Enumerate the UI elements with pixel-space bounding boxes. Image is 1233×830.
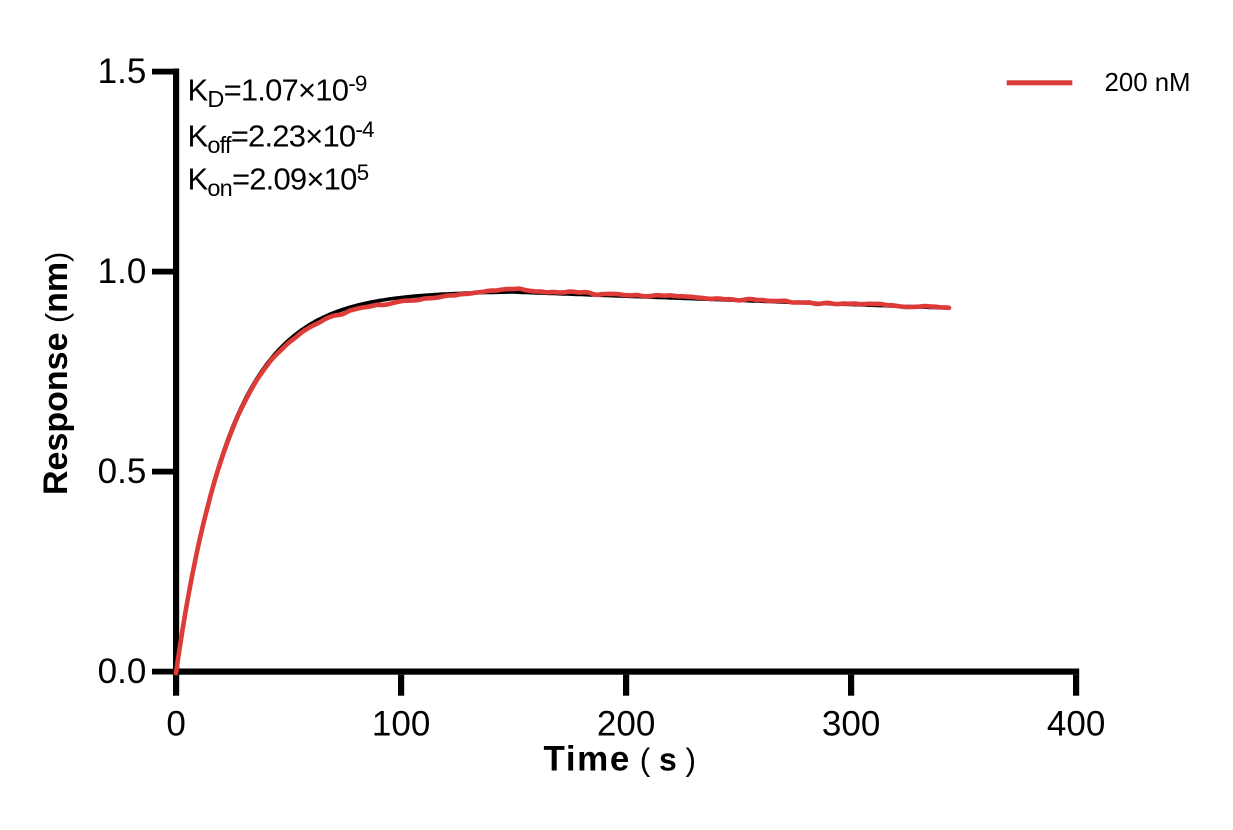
- svg-text:Response (nm): Response (nm): [37, 252, 75, 495]
- svg-text:Time ( s ): Time ( s ): [544, 740, 697, 779]
- svg-text:Koff=2.23×10-4: Koff=2.23×10-4: [188, 117, 375, 158]
- svg-text:KD=1.07×10-9: KD=1.07×10-9: [188, 71, 367, 112]
- svg-text:200 nM: 200 nM: [1105, 69, 1191, 97]
- svg-text:0.5: 0.5: [98, 452, 147, 491]
- svg-text:1.0: 1.0: [98, 252, 147, 291]
- svg-text:200: 200: [597, 705, 655, 744]
- svg-text:0.0: 0.0: [98, 652, 147, 691]
- svg-text:400: 400: [1047, 705, 1105, 744]
- svg-text:1.5: 1.5: [98, 52, 147, 91]
- svg-text:100: 100: [372, 705, 430, 744]
- svg-text:300: 300: [822, 705, 880, 744]
- svg-text:0: 0: [166, 705, 185, 744]
